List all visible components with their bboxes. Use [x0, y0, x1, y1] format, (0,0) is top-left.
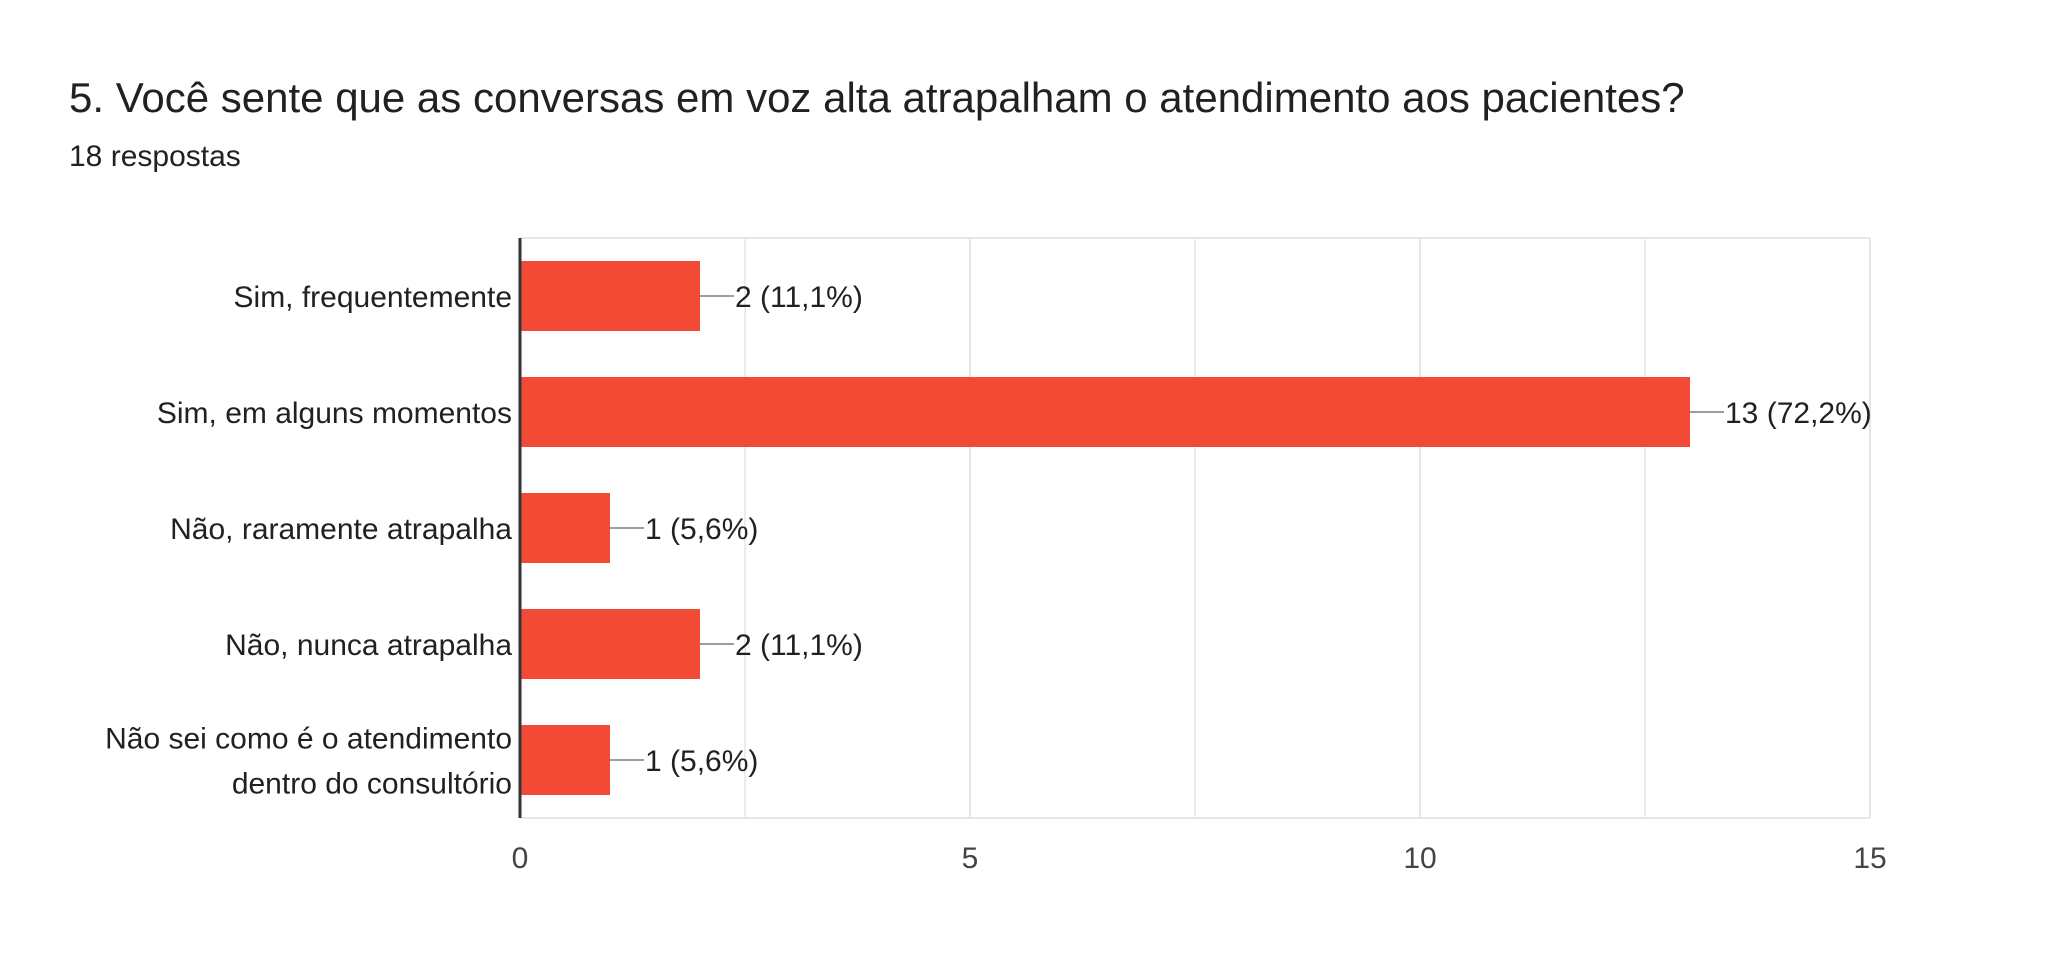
x-tick-label: 15: [1853, 842, 1886, 875]
category-label: Sim, frequentemente: [234, 281, 512, 314]
question-title: 5. Você sente que as conversas em voz al…: [69, 74, 1685, 121]
response-count: 18 respostas: [69, 140, 241, 173]
bar-3: [520, 493, 610, 563]
x-tick-label: 10: [1403, 842, 1436, 875]
category-label: Não, nunca atrapalha: [225, 629, 512, 662]
category-label: Não, raramente atrapalha: [170, 513, 512, 546]
bar-2: [520, 377, 1690, 447]
data-label-2: 13 (72,2%): [1725, 397, 1872, 430]
bar-4: [520, 609, 700, 679]
data-label-1: 2 (11,1%): [735, 281, 863, 314]
category-label: Sim, em alguns momentos: [157, 397, 512, 430]
bar-1: [520, 261, 700, 331]
category-label: dentro do consultório: [232, 768, 512, 801]
category-label: Não sei como é o atendimento: [105, 723, 512, 756]
data-label-4: 2 (11,1%): [735, 629, 863, 662]
data-label-3: 1 (5,6%): [645, 513, 758, 546]
x-tick-label: 5: [962, 842, 979, 875]
x-tick-label: 0: [512, 842, 529, 875]
bar-5: [520, 725, 610, 795]
data-label-5: 1 (5,6%): [645, 745, 758, 778]
